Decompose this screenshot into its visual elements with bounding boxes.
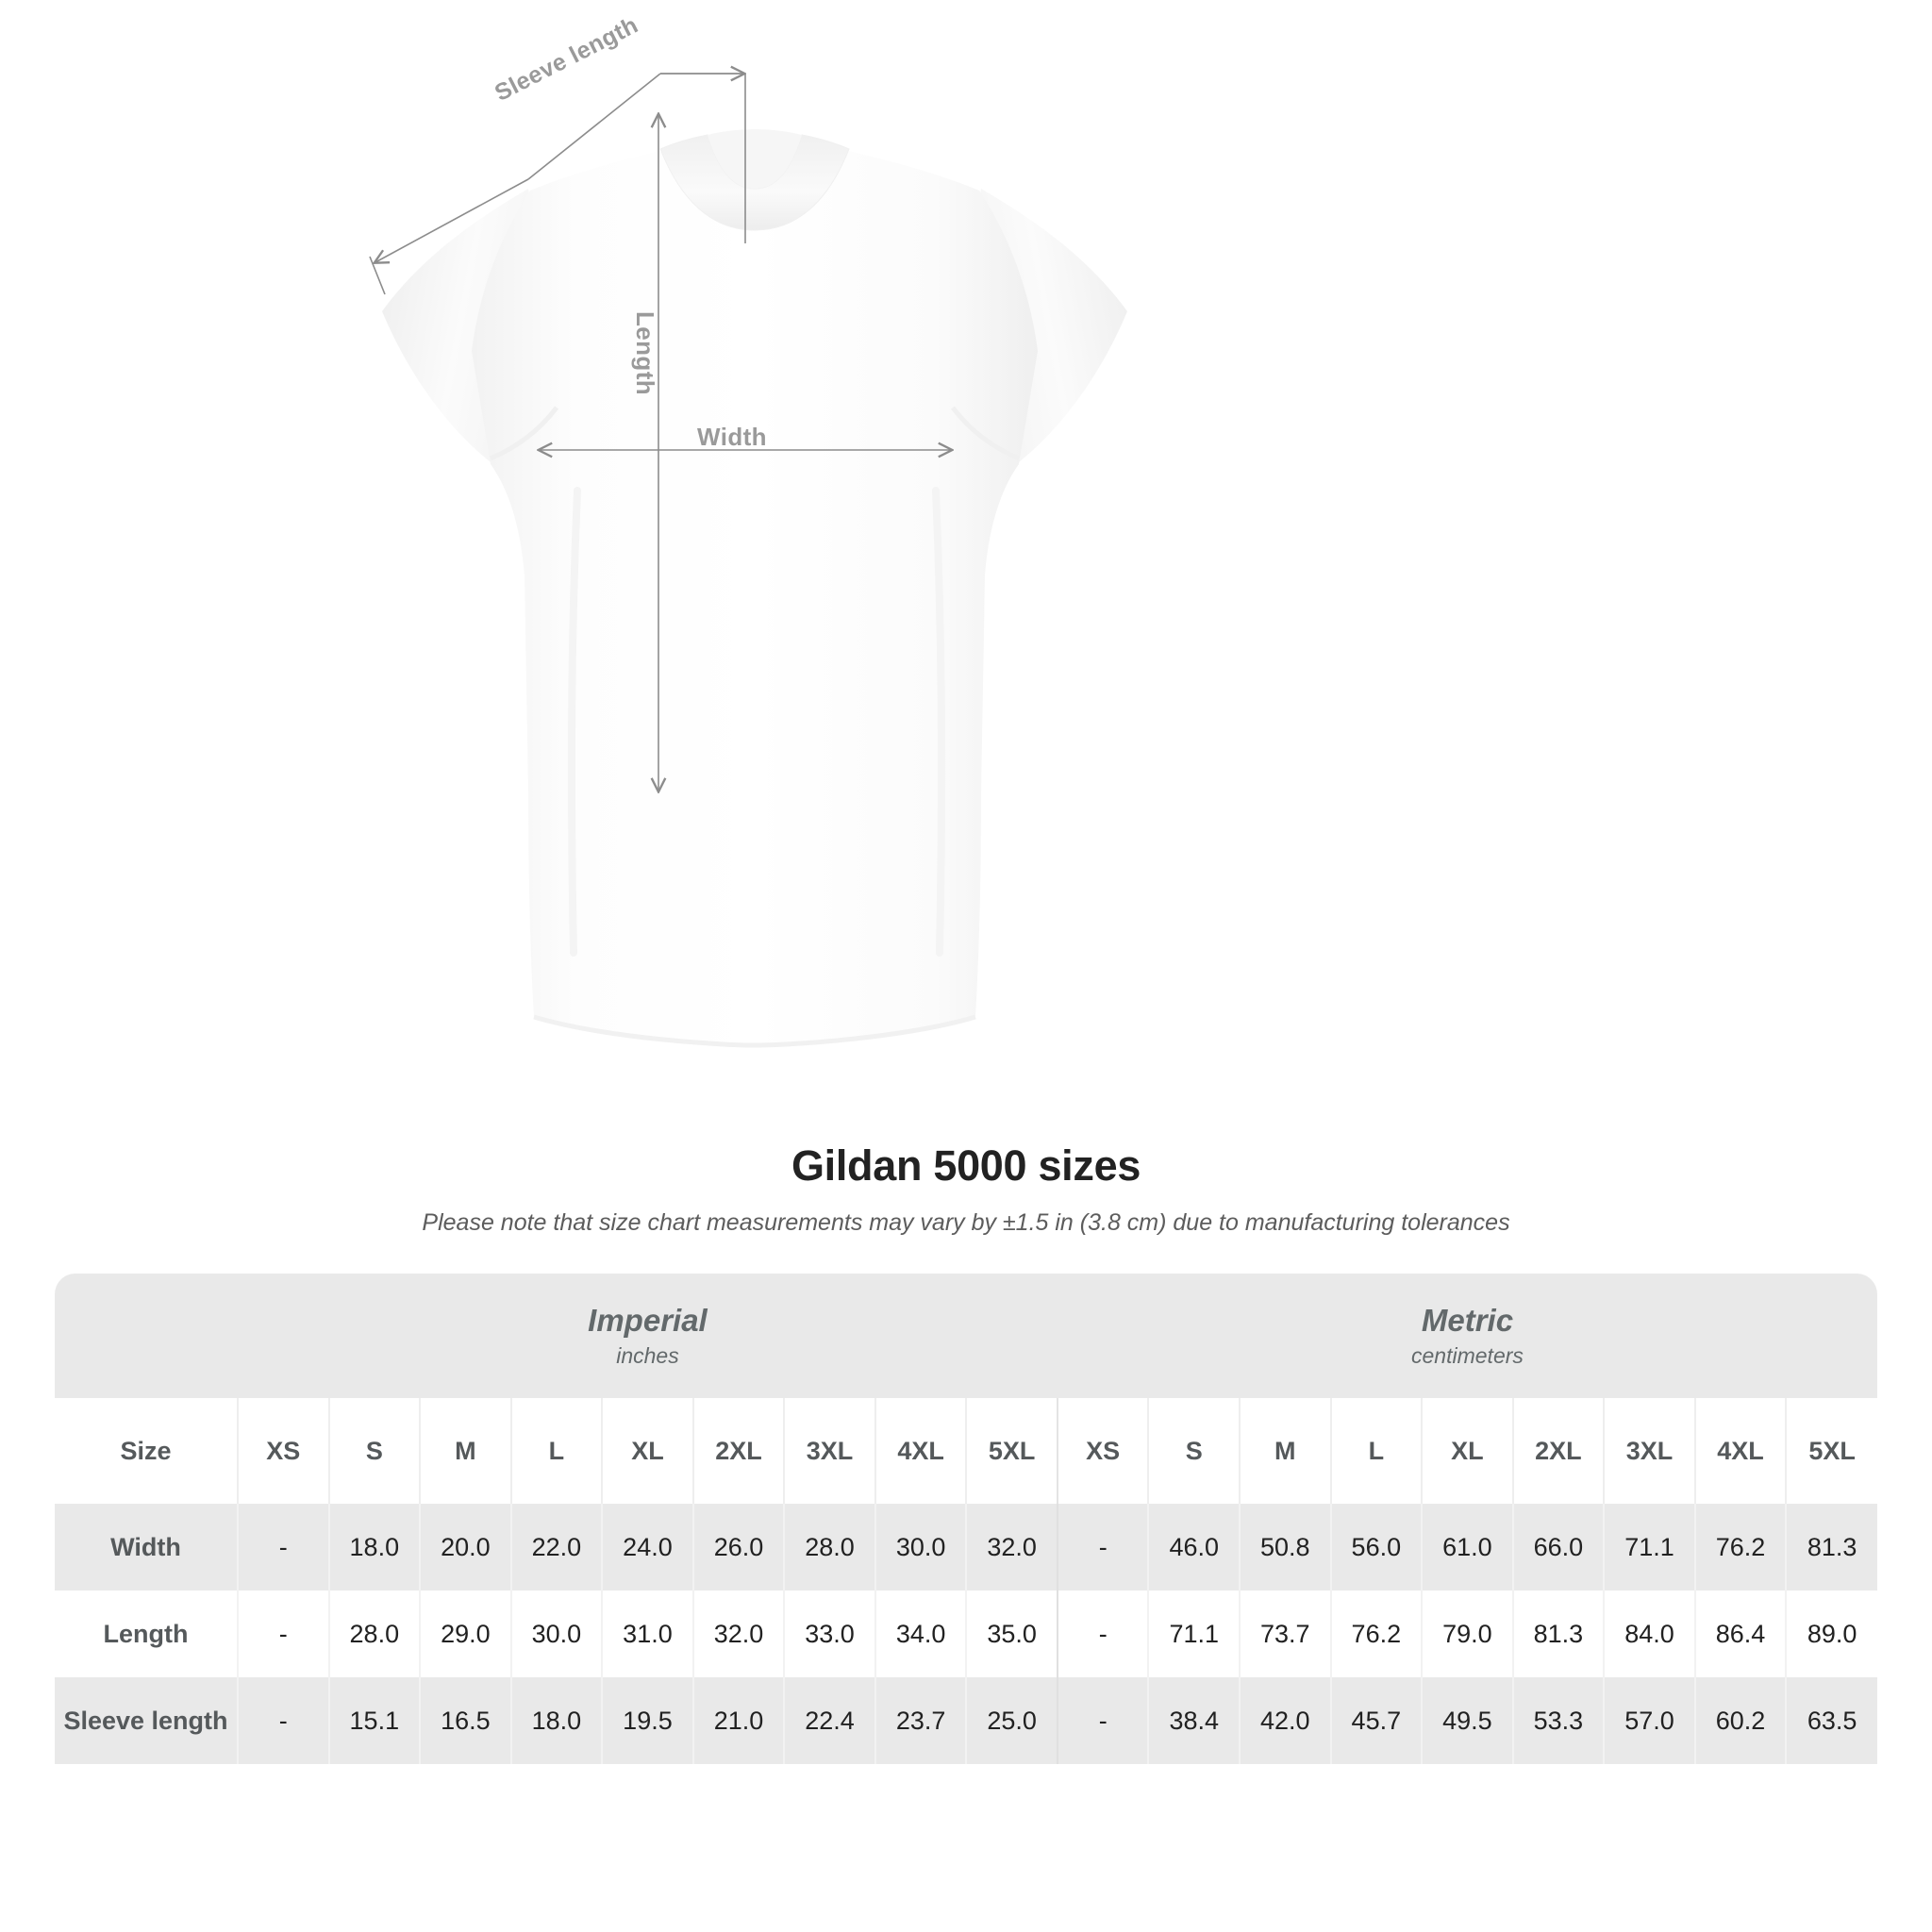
cell-width-metric-3xl: 71.1 [1603, 1504, 1695, 1591]
unit-group-row: Imperial inches Metric centimeters [55, 1274, 1877, 1398]
table-row: Length -28.0 29.0 30.0 31.0 32.0 33.0 34.0 35.0-… [55, 1591, 1877, 1677]
cell-length-metric-3xl: 84.0 [1603, 1591, 1695, 1677]
table-row: Sleeve length -15.1 16.5 18.0 19.5 21.0 22.4 23… [55, 1677, 1877, 1764]
cell-sleeve-length-imperial-xl: 19.5 [601, 1677, 693, 1764]
size-chart-table-wrap: Imperial inches Metric centimeters Size XS S M L… [55, 1274, 1877, 1764]
cell-width-imperial-3xl: 28.0 [783, 1504, 875, 1591]
size-header-imperial-4xl: 4XL [874, 1398, 967, 1504]
size-header-imperial-2xl: 2XL [691, 1398, 785, 1504]
unit-group-metric: Metric centimeters [1057, 1274, 1877, 1398]
cell-sleeve-length-imperial-m: 16.5 [419, 1677, 511, 1764]
cell-width-metric-2xl: 66.0 [1511, 1504, 1605, 1591]
cell-width-imperial-xs: - [237, 1504, 329, 1591]
unit-group-imperial-sub: inches [616, 1342, 679, 1368]
size-header-imperial-3xl: 3XL [783, 1398, 875, 1504]
cell-length-imperial-5xl: 35.0 [965, 1591, 1058, 1677]
cell-length-metric-xl: 79.0 [1421, 1591, 1513, 1677]
cell-width-imperial-m: 20.0 [419, 1504, 511, 1591]
cell-sleeve-length-metric-4xl: 60.2 [1693, 1677, 1787, 1764]
unit-group-imperial-name: Imperial [588, 1303, 708, 1339]
row-label-width: Width [55, 1504, 238, 1591]
page-subtitle: Please note that size chart measurements… [422, 1208, 1510, 1236]
size-header-metric-xs: XS [1056, 1398, 1149, 1504]
cell-width-imperial-5xl: 32.0 [965, 1504, 1058, 1591]
cell-length-imperial-xl: 31.0 [601, 1591, 693, 1677]
length-dimension-label: Length [631, 311, 659, 396]
cell-length-metric-xs: - [1056, 1591, 1149, 1677]
cell-width-imperial-s: 18.0 [327, 1504, 421, 1591]
cell-length-metric-s: 71.1 [1147, 1591, 1241, 1677]
cell-sleeve-length-metric-m: 42.0 [1239, 1677, 1331, 1764]
cell-sleeve-length-metric-l: 45.7 [1329, 1677, 1423, 1764]
unit-group-metric-name: Metric [1421, 1303, 1514, 1339]
size-header-imperial-xs: XS [237, 1398, 329, 1504]
tshirt-diagram: Sleeve length Length Width [369, 0, 1127, 1048]
cell-sleeve-length-imperial-xs: - [237, 1677, 329, 1764]
size-header-imperial-l: L [509, 1398, 603, 1504]
cell-length-imperial-l: 30.0 [509, 1591, 603, 1677]
size-header-imperial-m: M [419, 1398, 511, 1504]
title-block: Gildan 5000 sizes Please note that size … [0, 1141, 1932, 1237]
cell-width-metric-l: 56.0 [1329, 1504, 1423, 1591]
unit-row-spacer [55, 1274, 238, 1398]
cell-sleeve-length-metric-xs: - [1056, 1677, 1149, 1764]
size-chart-table: Imperial inches Metric centimeters Size XS S M L… [55, 1274, 1877, 1764]
cell-length-metric-m: 73.7 [1239, 1591, 1331, 1677]
cell-sleeve-length-imperial-s: 15.1 [327, 1677, 421, 1764]
cell-width-metric-m: 50.8 [1239, 1504, 1331, 1591]
cell-sleeve-length-metric-5xl: 63.5 [1785, 1677, 1877, 1764]
size-header-metric-3xl: 3XL [1603, 1398, 1695, 1504]
size-header-metric-5xl: 5XL [1785, 1398, 1877, 1504]
table-row: Width -18.0 20.0 22.0 24.0 26.0 28.0 30.0 32.0-4… [55, 1504, 1877, 1591]
size-header-metric-2xl: 2XL [1511, 1398, 1605, 1504]
cell-width-metric-5xl: 81.3 [1785, 1504, 1877, 1591]
cell-sleeve-length-imperial-3xl: 22.4 [783, 1677, 875, 1764]
cell-width-imperial-l: 22.0 [509, 1504, 603, 1591]
cell-width-imperial-2xl: 26.0 [691, 1504, 785, 1591]
page-title: Gildan 5000 sizes [791, 1141, 1141, 1190]
cell-sleeve-length-metric-2xl: 53.3 [1511, 1677, 1605, 1764]
size-header-imperial-5xl: 5XL [965, 1398, 1058, 1504]
size-header-label: Size [55, 1398, 238, 1504]
cell-length-imperial-4xl: 34.0 [874, 1591, 967, 1677]
size-header-imperial-xl: XL [601, 1398, 693, 1504]
cell-sleeve-length-metric-s: 38.4 [1147, 1677, 1241, 1764]
size-header-row: Size XS S M L XL 2XL 3XL 4XL 5XL XS S M L XL 2XL 3XL 4XL 5… [55, 1398, 1877, 1504]
size-header-metric-m: M [1239, 1398, 1331, 1504]
cell-length-metric-l: 76.2 [1329, 1591, 1423, 1677]
cell-width-imperial-4xl: 30.0 [874, 1504, 967, 1591]
cell-length-metric-5xl: 89.0 [1785, 1591, 1877, 1677]
cell-width-imperial-xl: 24.0 [601, 1504, 693, 1591]
cell-length-imperial-3xl: 33.0 [783, 1591, 875, 1677]
cell-sleeve-length-imperial-5xl: 25.0 [965, 1677, 1058, 1764]
cell-length-metric-2xl: 81.3 [1511, 1591, 1605, 1677]
cell-length-metric-4xl: 86.4 [1693, 1591, 1787, 1677]
size-header-metric-4xl: 4XL [1693, 1398, 1787, 1504]
cell-sleeve-length-metric-3xl: 57.0 [1603, 1677, 1695, 1764]
tshirt-illustration [369, 0, 1127, 1048]
cell-length-imperial-m: 29.0 [419, 1591, 511, 1677]
size-header-metric-xl: XL [1421, 1398, 1513, 1504]
cell-width-metric-xl: 61.0 [1421, 1504, 1513, 1591]
measurement-lines [369, 74, 951, 791]
cell-width-metric-s: 46.0 [1147, 1504, 1241, 1591]
cell-width-metric-xs: - [1056, 1504, 1149, 1591]
cell-length-imperial-s: 28.0 [327, 1591, 421, 1677]
unit-group-metric-sub: centimeters [1411, 1342, 1524, 1368]
cell-sleeve-length-imperial-4xl: 23.7 [874, 1677, 967, 1764]
row-label-sleeve-length: Sleeve length [55, 1677, 238, 1764]
cell-sleeve-length-imperial-l: 18.0 [509, 1677, 603, 1764]
cell-length-imperial-2xl: 32.0 [691, 1591, 785, 1677]
unit-group-imperial: Imperial inches [238, 1274, 1058, 1398]
size-header-metric-l: L [1329, 1398, 1423, 1504]
cell-length-imperial-xs: - [237, 1591, 329, 1677]
size-header-imperial-s: S [327, 1398, 421, 1504]
width-dimension-label: Width [697, 423, 767, 451]
cell-sleeve-length-metric-xl: 49.5 [1421, 1677, 1513, 1764]
row-label-length: Length [55, 1591, 238, 1677]
cell-sleeve-length-imperial-2xl: 21.0 [691, 1677, 785, 1764]
cell-width-metric-4xl: 76.2 [1693, 1504, 1787, 1591]
size-header-metric-s: S [1147, 1398, 1241, 1504]
shirt-shape [382, 129, 1127, 1048]
